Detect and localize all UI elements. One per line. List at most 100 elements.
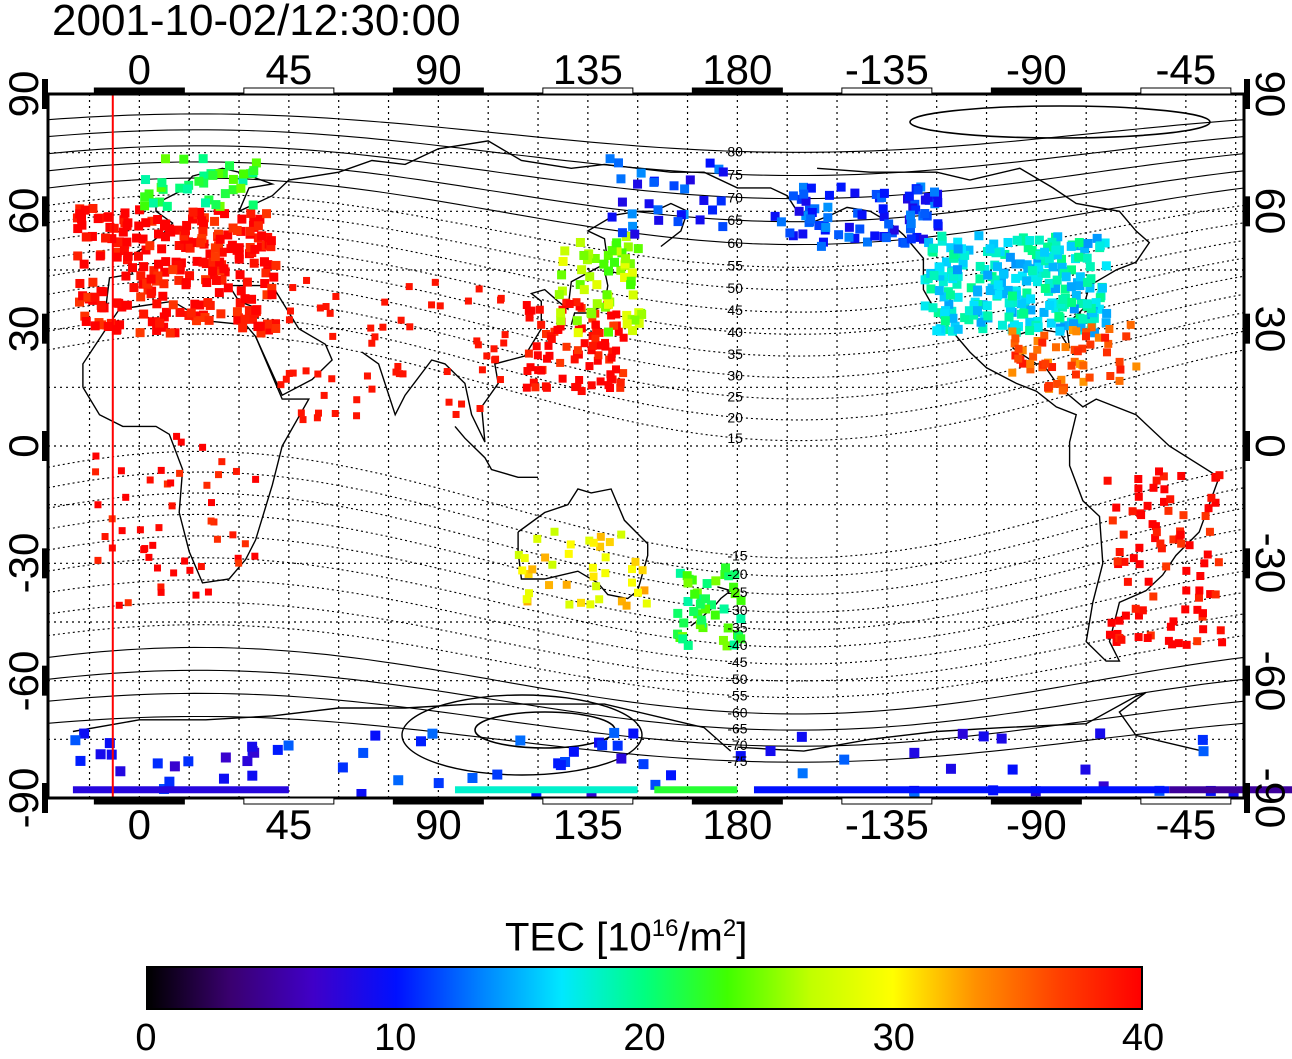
coastline bbox=[82, 300, 311, 584]
tec-patch bbox=[719, 604, 729, 614]
tec-patch bbox=[289, 369, 297, 377]
tec-patch bbox=[606, 373, 615, 382]
tec-patch bbox=[695, 620, 705, 630]
tec-patch bbox=[1005, 252, 1015, 262]
tec-patch bbox=[788, 191, 798, 201]
tec-patch bbox=[316, 304, 324, 312]
tec-patch bbox=[531, 383, 540, 392]
colorbar-tick-label: 40 bbox=[1121, 1017, 1165, 1059]
tec-patch bbox=[531, 788, 542, 799]
tec-patch bbox=[185, 243, 195, 253]
tec-patch bbox=[93, 214, 103, 224]
tec-patch bbox=[612, 740, 623, 751]
tec-patch bbox=[157, 466, 165, 474]
tec-patch bbox=[232, 307, 242, 317]
tec-patch bbox=[1014, 354, 1023, 363]
colorbar-tick-label: 10 bbox=[374, 1017, 417, 1059]
tec-patch bbox=[573, 328, 583, 338]
tec-patch bbox=[855, 224, 865, 234]
tec-patch bbox=[909, 789, 920, 800]
tec-patch bbox=[1160, 497, 1169, 506]
tec-patch bbox=[593, 341, 602, 350]
tec-patch bbox=[556, 308, 566, 318]
tec-patch bbox=[249, 747, 260, 758]
tec-patch bbox=[297, 409, 305, 417]
tec-patch bbox=[558, 256, 568, 266]
tec-patch bbox=[136, 292, 146, 302]
tec-patch bbox=[1008, 368, 1017, 377]
plot-title: 2001-10-02/12:30:00 bbox=[52, 0, 461, 45]
tec-patch bbox=[1207, 493, 1216, 502]
tec-patch bbox=[992, 262, 1002, 272]
tec-patch bbox=[724, 571, 734, 581]
tec-patch bbox=[1194, 593, 1203, 602]
tec-patch bbox=[182, 220, 192, 230]
tec-patch bbox=[1006, 304, 1016, 314]
tec-patch bbox=[157, 588, 165, 596]
contour-line bbox=[47, 692, 1245, 747]
tec-patch bbox=[972, 306, 982, 316]
tec-patch bbox=[1039, 307, 1049, 317]
frame-tick-bottom bbox=[542, 797, 634, 805]
contour-line bbox=[47, 513, 1245, 613]
tec-patch bbox=[798, 229, 808, 239]
tec-patch bbox=[190, 299, 200, 309]
tec-patch bbox=[115, 766, 126, 777]
tec-patch bbox=[604, 327, 614, 337]
tec-patch bbox=[1066, 282, 1076, 292]
tec-patch bbox=[1095, 728, 1106, 739]
tec-patch bbox=[161, 257, 171, 267]
tec-patch bbox=[884, 219, 894, 229]
tec-patch bbox=[242, 277, 252, 287]
tec-patch bbox=[75, 297, 85, 307]
tec-patch bbox=[392, 368, 400, 376]
tec-patch bbox=[235, 298, 245, 308]
tec-patch bbox=[210, 216, 220, 226]
tec-patch bbox=[528, 565, 537, 574]
tec-patch bbox=[251, 305, 261, 315]
tec-patch bbox=[121, 271, 131, 281]
tec-patch bbox=[277, 381, 285, 389]
tec-patch bbox=[612, 365, 621, 374]
tec-patch bbox=[1196, 572, 1205, 581]
tick-top-label: 45 bbox=[265, 46, 313, 93]
tec-patch bbox=[524, 349, 533, 358]
tec-band bbox=[454, 786, 638, 794]
contour-label: -30 bbox=[727, 602, 747, 618]
tec-patch bbox=[589, 538, 598, 547]
tec-patch bbox=[1056, 299, 1066, 309]
tec-patch bbox=[628, 326, 638, 336]
tec-patch bbox=[149, 541, 157, 549]
tec-patch bbox=[577, 265, 587, 275]
tec-patch bbox=[1061, 272, 1071, 282]
tec-patch bbox=[1082, 253, 1092, 263]
tec-patch bbox=[226, 244, 236, 254]
tec-patch bbox=[94, 501, 102, 509]
tec-patch bbox=[146, 289, 156, 299]
tec-patch bbox=[81, 316, 91, 326]
tec-patch bbox=[562, 580, 571, 589]
contour-label: -15 bbox=[727, 547, 747, 563]
tec-patch bbox=[1143, 633, 1152, 642]
contour-label: 30 bbox=[727, 367, 743, 383]
tec-patch bbox=[940, 316, 950, 326]
colorbar-tick-label: 30 bbox=[872, 1017, 915, 1059]
tec-patch bbox=[1080, 244, 1090, 254]
tec-patch bbox=[920, 209, 930, 219]
tec-patch bbox=[198, 226, 208, 236]
tec-patch bbox=[932, 326, 942, 336]
tec-patch bbox=[215, 257, 225, 267]
tec-patch bbox=[75, 278, 85, 288]
tec-patch bbox=[153, 259, 163, 269]
tec-patch bbox=[1211, 473, 1220, 482]
tec-patch bbox=[1053, 379, 1062, 388]
tec-patch bbox=[1134, 492, 1143, 501]
tec-patch bbox=[363, 372, 371, 380]
tec-patch bbox=[1179, 511, 1188, 520]
tec-patch bbox=[638, 566, 647, 575]
tec-patch bbox=[1134, 484, 1143, 493]
tec-patch bbox=[1204, 504, 1213, 513]
tec-patch bbox=[1051, 284, 1061, 294]
tec-patch bbox=[599, 259, 609, 269]
